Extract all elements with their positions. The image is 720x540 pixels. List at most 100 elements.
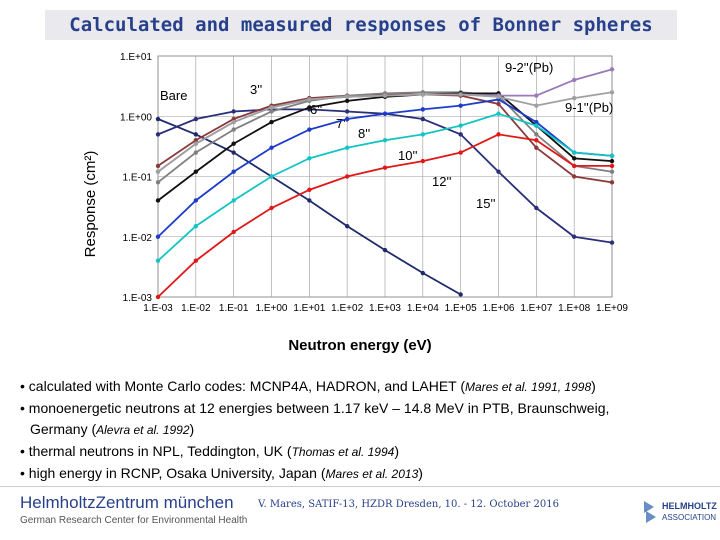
data-point	[382, 247, 388, 253]
bullet-text: • high energy in RCNP, Osaka University,…	[20, 465, 326, 481]
data-point	[571, 95, 577, 101]
x-tick-label: 1.E+05	[445, 303, 477, 314]
x-tick-label: 1.E+08	[558, 303, 590, 314]
bullet: • monoenergetic neutrons at 12 energies …	[20, 398, 609, 419]
data-point	[458, 103, 463, 108]
data-point	[571, 150, 577, 155]
data-point	[458, 123, 463, 128]
data-point	[155, 169, 161, 174]
data-point	[534, 205, 539, 211]
data-point	[193, 141, 199, 146]
data-point	[609, 240, 615, 245]
data-point	[193, 116, 199, 122]
data-point	[382, 165, 388, 170]
data-point	[155, 163, 161, 169]
x-tick-label: 1.E+00	[256, 303, 288, 314]
data-point	[231, 141, 236, 146]
data-point	[571, 174, 577, 179]
data-point	[231, 119, 236, 125]
data-point	[571, 234, 577, 239]
bullet-text: )	[189, 421, 195, 437]
data-point	[344, 145, 350, 150]
data-point	[231, 198, 236, 203]
bullet-text: Germany (	[30, 421, 97, 437]
series-label: 12''	[432, 174, 451, 189]
x-axis-label: Neutron energy (eV)	[288, 337, 431, 354]
data-point	[609, 90, 615, 95]
bullet-text: • thermal neutrons in NPL, Teddington, U…	[20, 443, 292, 459]
citation: V. Mares, SATIF-13, HZDR Dresden, 10. - …	[258, 499, 559, 510]
data-point	[420, 116, 426, 122]
data-point	[534, 132, 539, 137]
data-point	[534, 123, 539, 128]
data-point	[307, 105, 312, 110]
x-tick-label: 1.E-02	[181, 303, 211, 314]
data-point	[382, 111, 388, 116]
data-point	[231, 229, 236, 235]
x-tick-label: 1.E+04	[407, 303, 439, 314]
x-tick-label: 1.E+02	[331, 303, 363, 314]
data-point	[307, 198, 312, 203]
data-point	[496, 94, 501, 100]
data-point	[269, 109, 274, 114]
data-point	[534, 119, 539, 125]
data-point	[155, 258, 161, 263]
data-point	[155, 234, 161, 239]
data-point	[193, 258, 199, 263]
data-point	[609, 180, 615, 185]
data-point	[193, 138, 199, 143]
x-tick-label: 1.E+07	[520, 303, 552, 314]
bullet-text: • monoenergetic neutrons at 12 energies …	[20, 400, 610, 416]
footer: HelmholtzZentrum münchen German Research…	[0, 486, 720, 540]
data-point	[155, 132, 161, 137]
data-point	[571, 163, 577, 169]
data-point	[307, 97, 312, 102]
bullet-list: • calculated with Monte Carlo codes: MCN…	[20, 376, 609, 485]
chart: Response (cm²) Neutron energy (eV) 1.E-0…	[82, 52, 628, 354]
citation-ref: Alevra et al. 1992	[96, 423, 190, 437]
data-point	[269, 145, 274, 150]
x-tick-label: 1.E+09	[596, 303, 628, 314]
x-tick-label: 1.E+03	[369, 303, 401, 314]
data-point	[420, 132, 426, 137]
data-point	[344, 223, 350, 229]
citation-ref: Thomas et al. 1994	[291, 445, 395, 459]
brand-sub: German Research Center for Environmental…	[20, 515, 248, 526]
y-tick-label: 1.E-02	[123, 233, 153, 244]
y-tick-label: 1.E-01	[123, 173, 153, 184]
data-point	[534, 103, 539, 108]
data-point	[193, 132, 199, 137]
data-point	[344, 174, 350, 179]
data-point	[458, 292, 463, 297]
series-label: 9-2''(Pb)	[505, 60, 553, 75]
data-point	[231, 116, 236, 122]
assoc: HELMHOLTZ	[662, 501, 717, 511]
data-point	[231, 127, 236, 132]
data-point	[344, 116, 350, 122]
bullet-text: )	[591, 378, 596, 394]
data-point	[609, 158, 615, 164]
data-point	[420, 270, 426, 276]
data-point	[496, 111, 501, 116]
data-point	[269, 174, 274, 179]
data-point	[231, 150, 236, 155]
data-point	[155, 294, 161, 300]
assoc-sub: ASSOCIATION	[662, 513, 717, 522]
data-point	[155, 116, 161, 122]
data-point	[193, 198, 199, 203]
bullet: • calculated with Monte Carlo codes: MCN…	[20, 376, 609, 398]
data-point	[420, 92, 426, 97]
data-point	[458, 92, 463, 97]
bullet: • thermal neutrons in NPL, Teddington, U…	[20, 441, 609, 463]
data-point	[344, 98, 350, 104]
data-point	[193, 150, 199, 155]
data-point	[496, 101, 501, 107]
y-tick-label: 1.E-03	[123, 293, 153, 304]
data-point	[609, 163, 615, 169]
x-tick-label: 1.E+01	[293, 303, 325, 314]
data-point	[420, 158, 426, 164]
data-point	[382, 93, 388, 98]
series-label: 9-1''(Pb)	[565, 100, 613, 115]
series-label: 3''	[250, 82, 262, 97]
